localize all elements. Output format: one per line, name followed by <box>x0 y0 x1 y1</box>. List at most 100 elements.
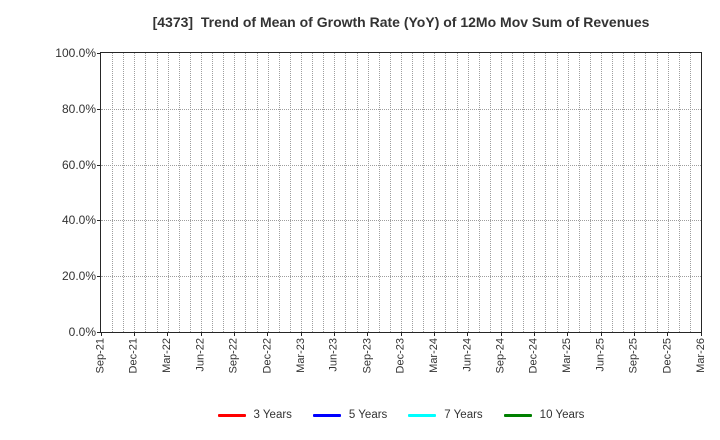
y-tick-label: 0.0% <box>68 325 96 339</box>
gridline-vertical <box>567 53 569 332</box>
gridline-vertical <box>612 53 614 332</box>
gridline-vertical <box>156 53 158 332</box>
gridline-vertical <box>356 53 358 332</box>
x-tick-label: Sep-21 <box>94 338 107 374</box>
x-tick-label: Jun-25 <box>594 338 607 372</box>
x-tick-label: Mar-24 <box>427 338 440 373</box>
x-tick-mark <box>200 333 202 336</box>
legend-item: 5 Years <box>312 409 388 421</box>
legend-label: 3 Years <box>253 409 292 421</box>
gridline-vertical <box>667 53 669 332</box>
legend-line-5-years <box>312 413 341 417</box>
x-tick-mark <box>667 333 669 336</box>
x-tick-label: Mar-22 <box>161 338 174 373</box>
gridline-vertical <box>201 53 202 332</box>
gridline-vertical <box>401 53 402 332</box>
gridline-vertical <box>545 53 547 332</box>
legend-item: 7 Years <box>408 409 483 421</box>
gridline-vertical <box>467 53 469 332</box>
x-tick-mark <box>233 333 235 336</box>
gridline-vertical <box>112 53 114 332</box>
gridline-vertical <box>589 53 591 332</box>
legend-line-3-years <box>217 413 246 417</box>
plot-area <box>100 52 702 333</box>
gridline-vertical <box>489 53 491 332</box>
x-tick-mark <box>500 333 502 336</box>
x-tick-label: Mar-23 <box>294 338 307 373</box>
gridline-vertical <box>378 53 380 332</box>
gridline-vertical <box>323 53 325 332</box>
gridline-vertical <box>167 53 169 332</box>
x-tick-mark <box>167 333 169 336</box>
y-tick-mark <box>97 53 100 54</box>
legend-line-10-years <box>503 413 532 417</box>
gridline-vertical <box>134 53 136 332</box>
gridline-vertical <box>689 53 691 332</box>
x-tick-mark <box>267 333 269 336</box>
x-tick-label: Dec-25 <box>661 338 674 374</box>
y-tick-mark <box>97 220 100 222</box>
gridline-horizontal <box>101 276 701 278</box>
y-tick-mark <box>97 332 100 333</box>
x-tick-label: Jun-22 <box>194 338 207 372</box>
legend-label: 10 Years <box>539 409 585 421</box>
gridline-horizontal <box>101 220 701 222</box>
gridline-vertical <box>145 53 147 332</box>
gridline-vertical <box>245 53 247 332</box>
x-tick-label: Dec-24 <box>527 338 540 374</box>
gridline-vertical <box>312 53 314 332</box>
gridline-vertical <box>123 53 125 332</box>
gridline-vertical <box>456 53 458 332</box>
x-tick-label: Mar-26 <box>694 338 707 373</box>
x-tick-mark <box>367 333 369 336</box>
x-tick-mark <box>633 333 635 336</box>
gridline-vertical <box>389 53 391 332</box>
legend-item: 3 Years <box>217 409 292 421</box>
x-tick-mark <box>133 333 135 336</box>
gridline-vertical <box>634 53 636 332</box>
gridline-horizontal <box>101 108 701 110</box>
gridline-vertical <box>178 53 180 332</box>
gridline-vertical <box>189 53 191 332</box>
x-tick-label: Dec-23 <box>394 338 407 374</box>
gridline-vertical <box>334 53 336 332</box>
gridline-vertical <box>301 53 302 332</box>
x-tick-label: Mar-25 <box>561 338 574 373</box>
gridline-vertical <box>478 53 480 332</box>
x-tick-label: Jun-24 <box>461 338 474 372</box>
gridline-vertical <box>278 53 280 332</box>
x-tick-label: Sep-25 <box>627 338 640 374</box>
x-tick-label: Jun-23 <box>327 338 340 372</box>
gridline-vertical <box>556 53 558 332</box>
x-tick-label: Sep-23 <box>361 338 374 374</box>
gridline-vertical <box>656 53 658 332</box>
y-tick-mark <box>97 164 100 166</box>
x-tick-mark <box>400 333 402 336</box>
legend-label: 7 Years <box>444 409 483 421</box>
x-tick-mark <box>533 333 535 336</box>
x-tick-mark <box>433 333 435 336</box>
gridline-vertical <box>678 53 680 332</box>
x-tick-mark <box>300 333 302 336</box>
gridline-vertical <box>345 53 347 332</box>
gridline-vertical <box>212 53 214 332</box>
legend: 3 Years 5 Years 7 Years 10 Years <box>100 407 702 423</box>
gridline-vertical <box>623 53 625 332</box>
gridline-vertical <box>423 53 425 332</box>
legend-item: 10 Years <box>503 409 585 421</box>
legend-label: 5 Years <box>348 409 388 421</box>
x-tick-label: Dec-22 <box>261 338 274 374</box>
y-tick-label: 80.0% <box>61 101 96 116</box>
x-tick-mark <box>100 333 102 336</box>
gridline-vertical <box>601 53 602 332</box>
gridline-vertical <box>534 53 536 332</box>
x-tick-mark <box>333 333 335 336</box>
gridline-vertical <box>434 53 436 332</box>
x-tick-label: Dec-21 <box>127 338 140 374</box>
gridline-vertical <box>256 53 258 332</box>
x-tick-mark <box>567 333 569 336</box>
y-tick-mark <box>97 276 100 278</box>
y-tick-label: 40.0% <box>61 213 96 228</box>
gridline-vertical <box>445 53 447 332</box>
